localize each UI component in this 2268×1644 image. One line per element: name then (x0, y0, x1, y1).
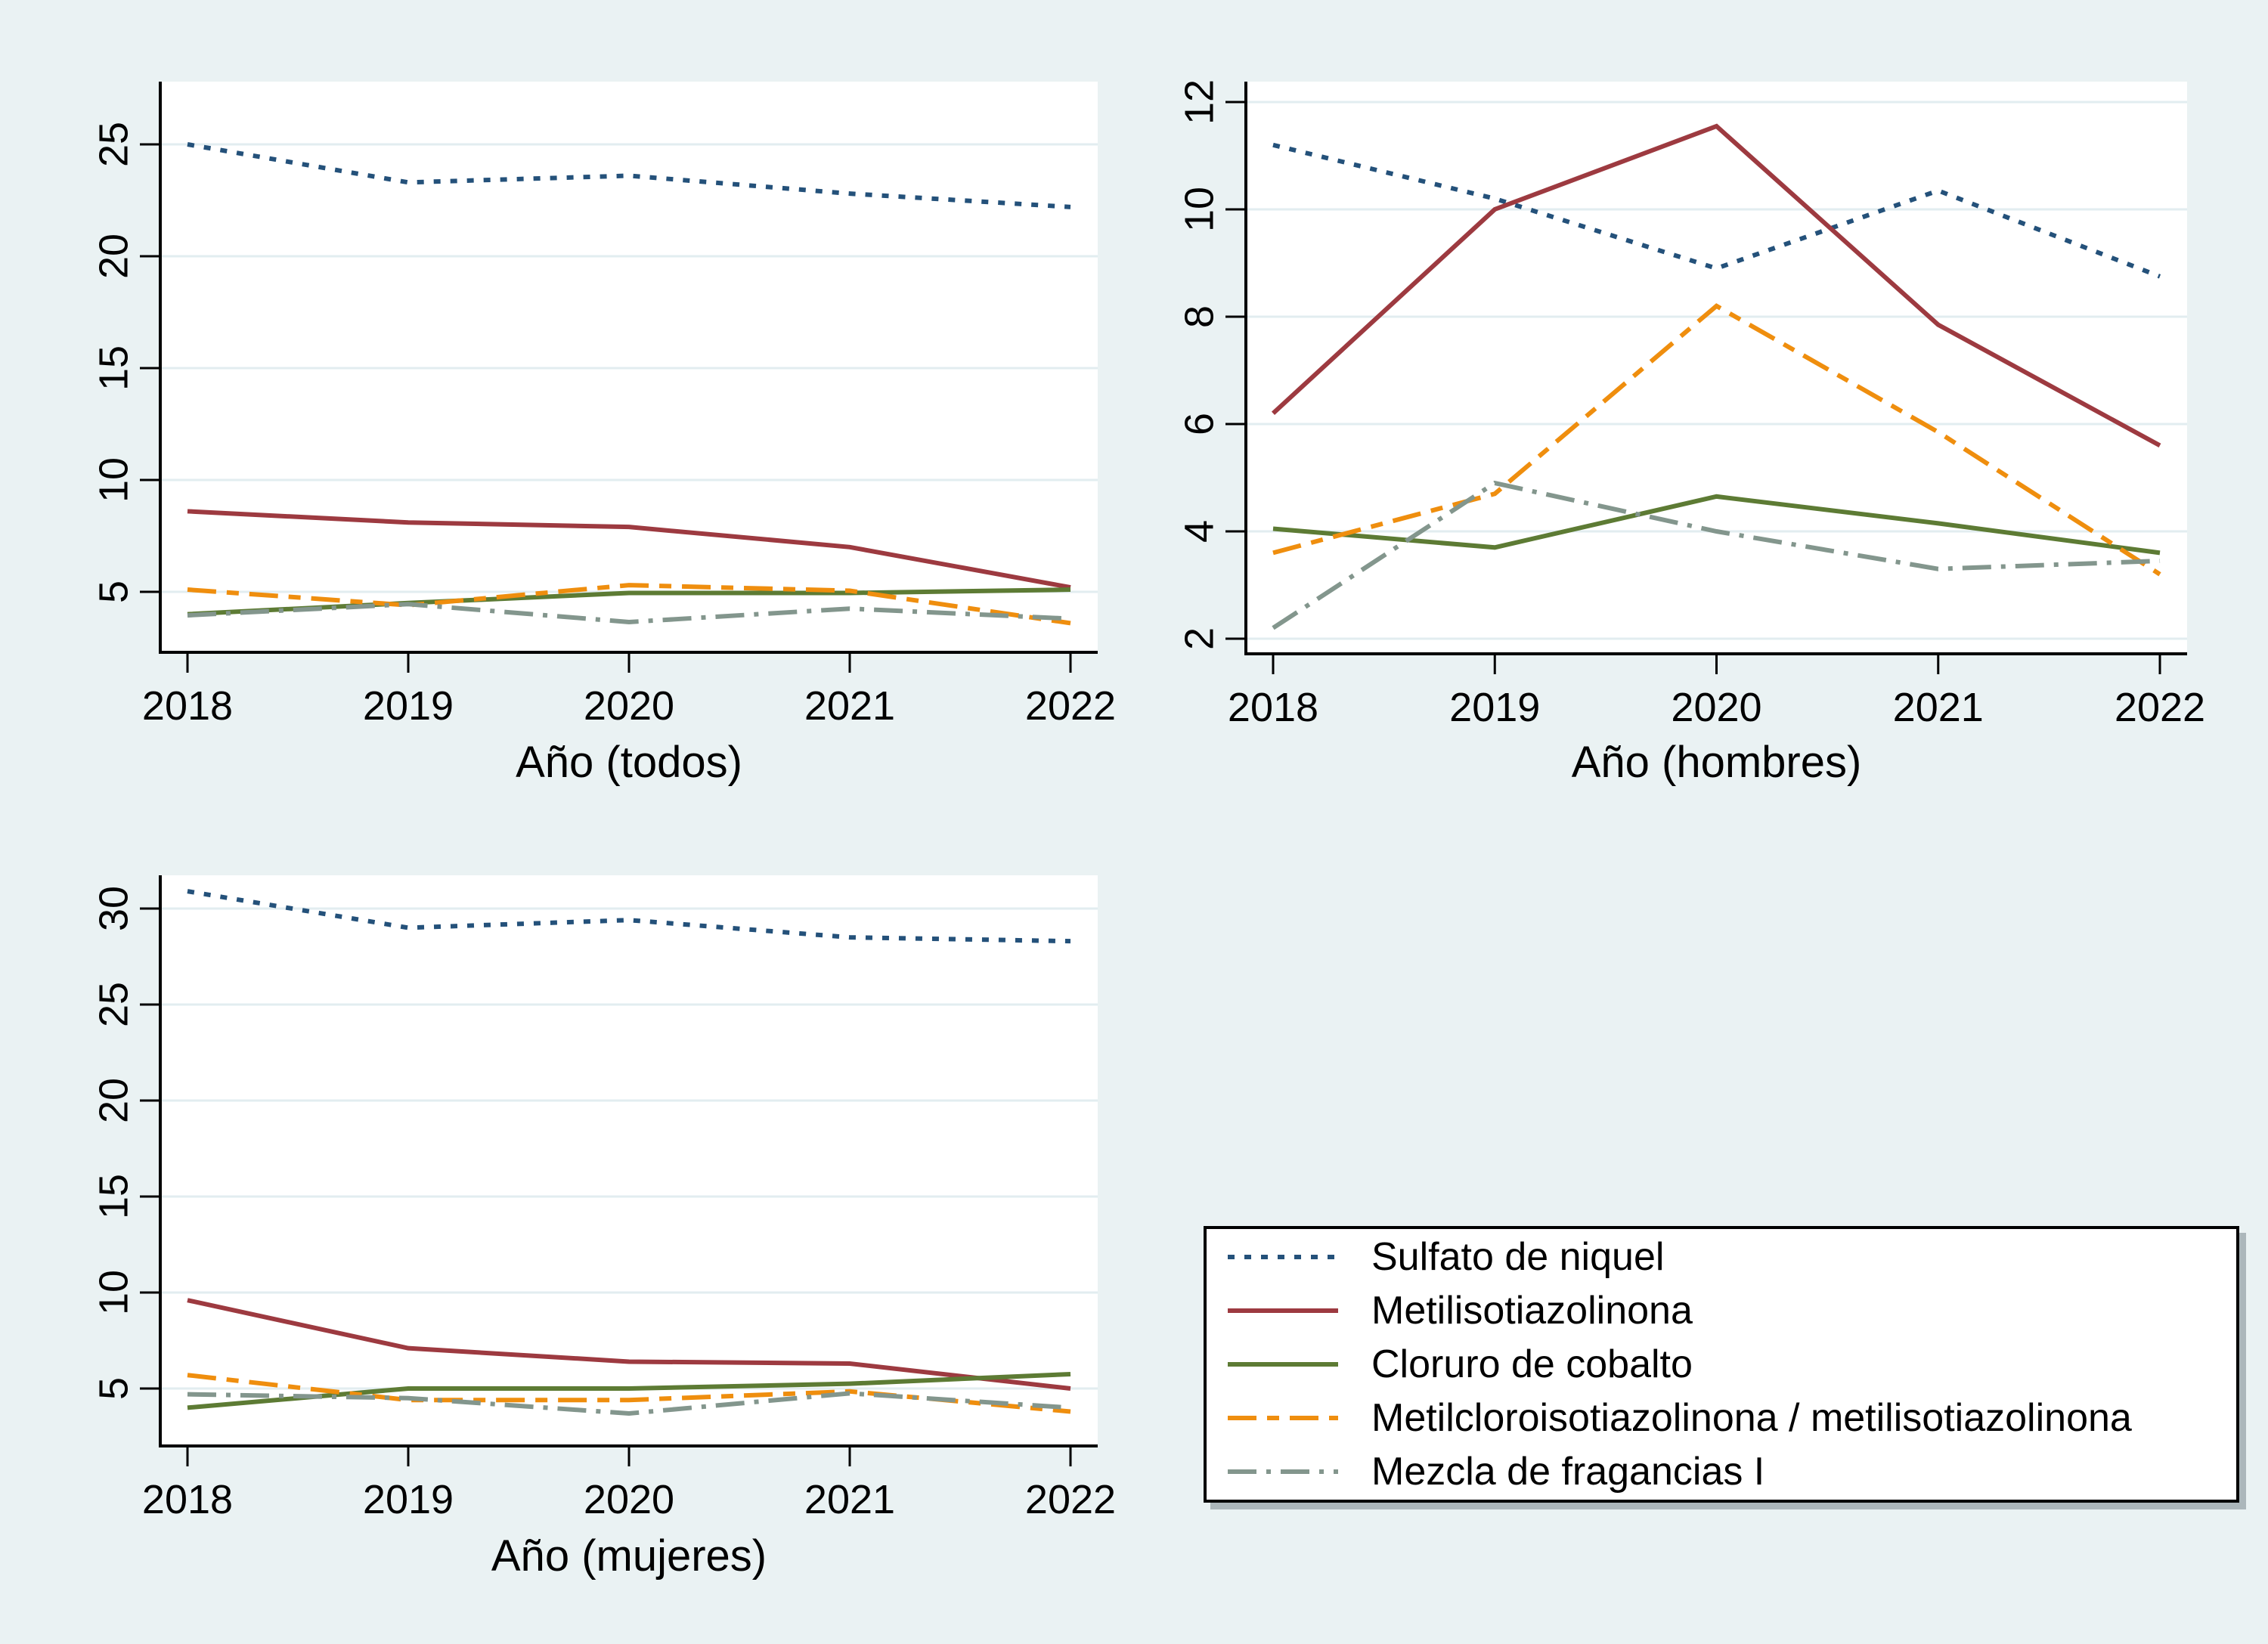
legend-item-mezcla: Mezcla de fragancias I (1207, 1445, 2236, 1499)
series-line-cloruro (1272, 494, 2161, 556)
xaxis-title-todos: Año (todos) (516, 738, 742, 787)
y-tick-label: 12 (1176, 79, 1222, 125)
x-tick-label: 2022 (1025, 683, 1116, 729)
x-tick-label: 2019 (363, 1477, 454, 1522)
legend-label: Sulfato de niquel (1371, 1235, 1665, 1279)
panel-mujeres: 5 10 15 20 25 30 2018 2019 2020 2021 2022 (91, 875, 1116, 1522)
series-line-mci (187, 583, 1071, 626)
panel-todos: 5 10 15 20 25 2018 2019 2020 2021 2022 (91, 82, 1116, 729)
xaxis-title-hombres: Año (hombres) (1571, 738, 1862, 787)
x-tick-label: 2020 (1671, 685, 1761, 730)
legend-swatch-metil-icon (1228, 1308, 1338, 1313)
series-line-mezcla (187, 1391, 1071, 1416)
x-tick-label: 2022 (1025, 1477, 1116, 1522)
legend-box: Sulfato de niquel Metilisotiazolinona Cl… (1204, 1226, 2239, 1503)
y-tick-label: 20 (91, 1078, 136, 1123)
series-line-mezcla (187, 602, 1071, 624)
x-tick-label: 2018 (142, 1477, 233, 1522)
x-tick-label: 2018 (142, 683, 233, 729)
x-tick-label: 2021 (804, 1477, 895, 1522)
series-line-mci (1272, 303, 2161, 577)
legend-label: Metilcloroisotiazolinona / metilisotiazo… (1371, 1396, 2132, 1440)
y-tick-label: 8 (1176, 305, 1222, 328)
legend-swatch-cloruro-icon (1228, 1362, 1338, 1367)
legend-label: Cloruro de cobalto (1371, 1342, 1693, 1386)
y-tick-label: 10 (91, 1270, 136, 1315)
legend-item-metil: Metilisotiazolinona (1207, 1284, 2236, 1338)
plot-area (160, 875, 1098, 1446)
legend-label: Metilisotiazolinona (1371, 1289, 1693, 1333)
x-tick-label: 2019 (1449, 685, 1540, 730)
series-line-metil (1271, 123, 2161, 448)
x-tick-label: 2020 (584, 1477, 674, 1522)
legend-swatch-mezcla-icon (1228, 1469, 1338, 1474)
y-tick-label: 20 (91, 234, 136, 279)
panel-hombres: 2 4 6 8 10 12 2018 2019 2020 2021 2022 (1176, 79, 2205, 730)
series-line-mezcla (1272, 480, 2161, 630)
y-tick-label: 10 (91, 457, 136, 503)
y-tick-label: 5 (91, 1377, 136, 1400)
x-tick-label: 2018 (1228, 685, 1318, 730)
y-tick-label: 2 (1176, 627, 1222, 650)
y-tick-label: 15 (91, 345, 136, 391)
y-tick-label: 30 (91, 886, 136, 931)
xaxis-title-mujeres: Año (mujeres) (491, 1531, 767, 1581)
legend-item-mci: Metilcloroisotiazolinona / metilisotiazo… (1207, 1392, 2236, 1445)
series-line-mci (187, 1373, 1071, 1414)
x-tick-label: 2021 (804, 683, 895, 729)
y-tick-label: 4 (1176, 520, 1222, 543)
series-line-metil (187, 509, 1071, 590)
y-tick-label: 6 (1176, 413, 1222, 435)
y-tick-label: 15 (91, 1174, 136, 1219)
legend-item-cloruro: Cloruro de cobalto (1207, 1338, 2236, 1392)
series-line-sulfato (1272, 142, 2161, 279)
y-tick-label: 25 (91, 122, 136, 167)
x-tick-label: 2022 (2115, 685, 2205, 730)
legend-item-sulfato: Sulfato de niquel (1207, 1231, 2236, 1284)
legend-swatch-mci-icon (1228, 1416, 1338, 1420)
plot-area (1246, 82, 2187, 654)
legend-swatch-sulfato-icon (1228, 1255, 1338, 1259)
y-tick-label: 10 (1176, 187, 1222, 232)
x-tick-label: 2019 (363, 683, 454, 729)
legend-label: Mezcla de fragancias I (1371, 1450, 1765, 1494)
x-tick-label: 2020 (584, 683, 674, 729)
y-tick-label: 5 (91, 581, 136, 603)
x-tick-label: 2021 (1893, 685, 1984, 730)
series-line-metil (187, 1298, 1071, 1391)
y-tick-label: 25 (91, 982, 136, 1027)
